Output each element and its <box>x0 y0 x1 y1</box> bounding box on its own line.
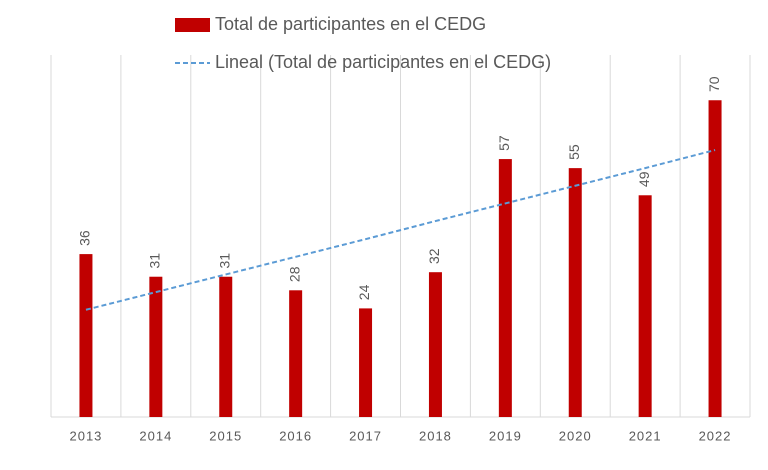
bar <box>568 168 582 417</box>
data-label: 31 <box>147 253 163 269</box>
x-tick-label: 2015 <box>209 428 242 443</box>
x-tick-label: 2013 <box>69 428 102 443</box>
legend-label: Total de participantes en el CEDG <box>215 14 486 34</box>
data-label: 28 <box>286 266 302 282</box>
bar <box>638 195 652 417</box>
x-tick-label: 2021 <box>629 428 662 443</box>
legend-label: Lineal (Total de participantes en el CED… <box>215 52 551 72</box>
bar <box>149 276 163 417</box>
trendline <box>85 149 716 311</box>
legend-swatch <box>175 18 210 32</box>
x-tick-label: 2017 <box>349 428 382 443</box>
data-label: 32 <box>426 248 442 264</box>
data-label: 24 <box>356 284 372 300</box>
x-tick-label: 2022 <box>699 428 732 443</box>
data-label: 36 <box>77 230 93 246</box>
data-label: 70 <box>706 76 722 92</box>
bar <box>79 254 93 417</box>
bar <box>359 308 373 417</box>
x-tick-label: 2020 <box>559 428 592 443</box>
data-label: 31 <box>216 253 232 269</box>
data-label: 49 <box>636 171 652 187</box>
data-label: 57 <box>496 135 512 151</box>
data-label: 55 <box>566 144 582 160</box>
bar <box>428 272 442 417</box>
bar <box>708 100 722 417</box>
bar <box>498 159 512 417</box>
x-tick-label: 2018 <box>419 428 452 443</box>
bar <box>289 290 303 417</box>
x-tick-label: 2014 <box>139 428 172 443</box>
x-tick-label: 2016 <box>279 428 312 443</box>
x-tick-label: 2019 <box>489 428 522 443</box>
bar <box>219 276 233 417</box>
